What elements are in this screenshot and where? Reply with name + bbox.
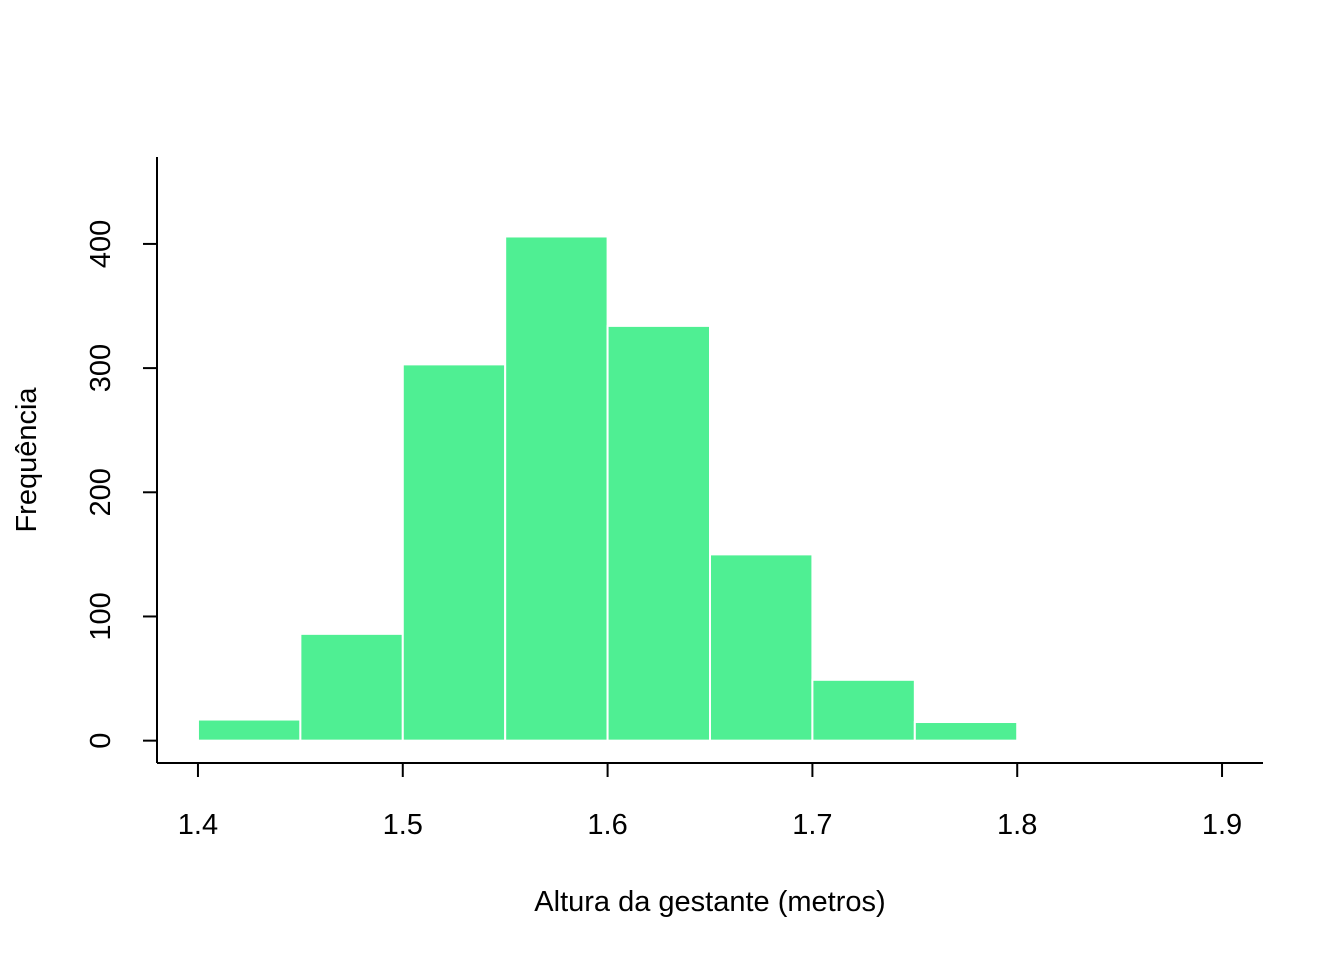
x-tick-label-4: 1.7 [792,809,832,841]
y-tick-label-5: 400 [85,220,117,268]
x-axis-title: Altura da gestante (metros) [534,886,885,918]
histogram-bar-8 [913,721,1019,742]
histogram-bar-4 [504,235,609,742]
histogram-bar-3 [401,363,507,742]
bars-layer [196,235,1019,742]
x-tick-label-5: 1.8 [997,809,1037,841]
axes-layer: 0 100 200 300 400 1.4 1.5 1.6 1.7 1.8 1.9 [85,157,1263,841]
x-tick-label-6: 1.9 [1202,809,1242,841]
histogram-bar-7 [811,678,916,742]
x-tick-label-3: 1.6 [587,809,627,841]
histogram-bar-1 [196,718,302,742]
y-tick-label-1: 0 [85,733,117,749]
y-tick-label-2: 100 [85,592,117,640]
y-tick-label-4: 300 [85,344,117,392]
histogram-bar-5 [606,324,711,742]
x-tick-label-2: 1.5 [383,809,423,841]
y-axis-title: Frequência [11,387,43,533]
histogram-bar-2 [299,632,404,742]
histogram-bar-6 [709,553,814,742]
x-tick-label-1: 1.4 [178,809,218,841]
y-tick-label-3: 200 [85,468,117,516]
labels-layer: Altura da gestante (metros) Frequência [11,387,886,918]
